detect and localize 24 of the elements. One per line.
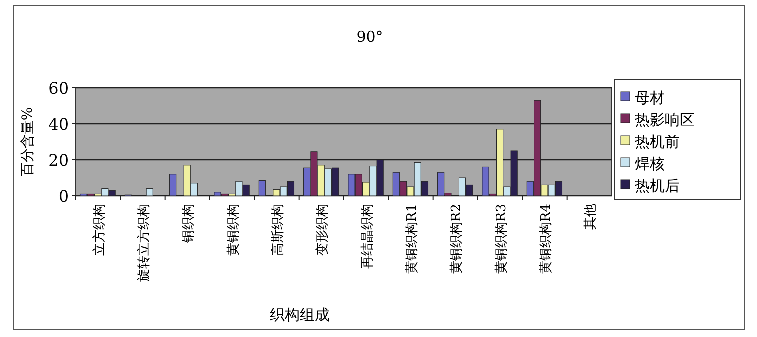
x-tick-label: 黄铜织构R1 (405, 204, 420, 274)
chart-title: 90° (356, 28, 384, 46)
x-tick-label: 旋转立方织构 (136, 204, 152, 282)
y-axis-title: 百分含量% (20, 107, 36, 177)
x-tick-label: 立方织构 (91, 204, 108, 256)
y-tick-label: 20 (48, 151, 69, 170)
legend-label: 焊核 (635, 155, 665, 173)
x-tick-label: 黄铜织构 (226, 204, 242, 256)
y-tick-label: 40 (48, 115, 69, 134)
x-tick-label: 黄铜织构R2 (450, 204, 465, 274)
x-tick-label: 变形织构 (316, 204, 331, 256)
legend-label: 热机后 (635, 177, 680, 195)
x-tick-label: 再结晶织构 (360, 204, 376, 269)
legend-label: 热机前 (635, 133, 680, 151)
y-tick-label: 0 (58, 187, 69, 206)
x-tick-label: 铜织构 (182, 204, 197, 244)
x-tick-label: 高斯织构 (270, 204, 286, 256)
y-tick-label: 60 (48, 79, 69, 98)
x-tick-label: 黄铜织构R3 (494, 204, 510, 274)
legend-label: 母材 (635, 89, 665, 107)
legend-label: 热影响区 (635, 111, 695, 129)
x-tick-label: 其他 (584, 204, 599, 230)
x-axis-title: 织构组成 (270, 306, 330, 324)
x-tick-label: 黄铜织构R4 (539, 204, 554, 274)
